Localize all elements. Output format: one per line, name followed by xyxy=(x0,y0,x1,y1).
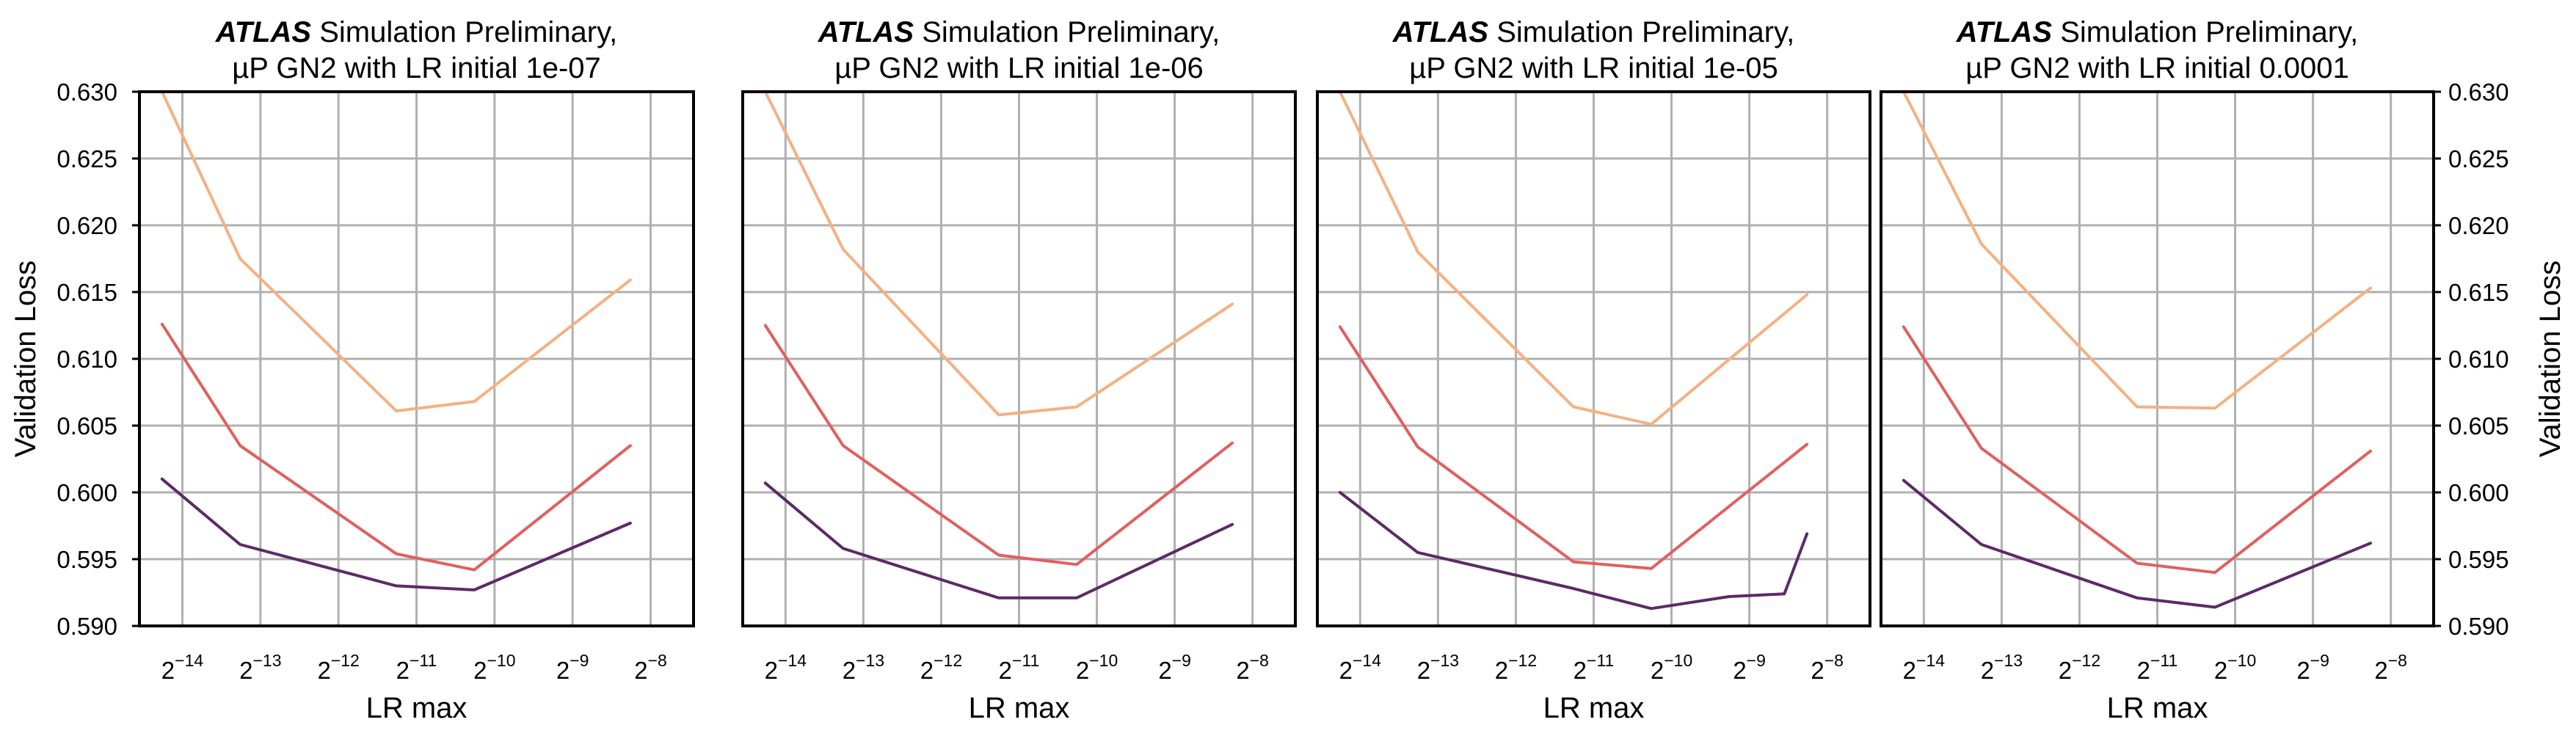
chart-title-line2: µP GN2 with LR initial 1e-05 xyxy=(1409,52,1778,84)
x-axis-label: LR max xyxy=(366,692,467,724)
y-tick-label: 0.630 xyxy=(57,79,117,106)
axes-frame xyxy=(741,90,1297,627)
x-tick-label: 2−9 xyxy=(1733,651,1766,684)
chart-title-line1: ATLAS Simulation Preliminary, xyxy=(1392,16,1795,48)
x-tick-label: 2−9 xyxy=(1158,651,1191,684)
x-tick-label: 2−13 xyxy=(239,651,281,684)
x-axis-label: LR max xyxy=(2107,692,2208,724)
chart-title-rest: Simulation Preliminary, xyxy=(914,16,1220,48)
chart-title-rest: Simulation Preliminary, xyxy=(2052,16,2358,48)
x-tick-label: 2−9 xyxy=(2296,651,2329,684)
x-tick-label: 2−8 xyxy=(634,651,667,684)
series-line-1 xyxy=(1902,92,2373,410)
x-tick-label: 2−13 xyxy=(843,651,884,684)
chart-panel-3: ATLAS Simulation Preliminary, µP GN2 with… xyxy=(1316,16,1871,724)
grid xyxy=(1881,90,2434,627)
x-axis-label: LR max xyxy=(969,692,1070,724)
y-tick-label: 0.595 xyxy=(57,546,117,573)
y-tick-label: 0.605 xyxy=(57,412,117,440)
x-axis-label: LR max xyxy=(1543,692,1645,724)
y-tick-label: 0.610 xyxy=(2448,346,2509,373)
x-tick-label: 2−12 xyxy=(317,651,359,684)
chart-title-rest: Simulation Preliminary, xyxy=(1488,16,1794,48)
series-line-2 xyxy=(763,324,1234,566)
y-tick-label: 0.600 xyxy=(57,479,117,506)
series-line-3 xyxy=(763,481,1234,600)
y-axis-label: Validation Loss xyxy=(2534,260,2566,457)
x-tick-label: 2−13 xyxy=(1417,651,1459,684)
y-tick-label: 0.620 xyxy=(2448,212,2509,239)
chart-panel-4: ATLAS Simulation Preliminary, µP GN2 with… xyxy=(1880,16,2566,724)
x-tick-label: 2−10 xyxy=(473,651,515,684)
x-tick-label: 2−14 xyxy=(161,651,204,684)
x-tick-label: 2−14 xyxy=(1339,651,1382,684)
y-tick-label: 0.625 xyxy=(57,145,117,172)
y-tick-label: 0.595 xyxy=(2448,546,2509,573)
chart-title-line1: ATLAS Simulation Preliminary, xyxy=(818,16,1220,48)
x-tick-label: 2−11 xyxy=(2137,651,2178,684)
grid xyxy=(743,90,1295,627)
y-tick-label: 0.605 xyxy=(2448,412,2509,440)
y-tick-label: 0.615 xyxy=(57,279,117,306)
series-line-2 xyxy=(1902,325,2373,575)
grid xyxy=(139,90,694,627)
y-axis-label: Validation Loss xyxy=(10,260,42,457)
chart-title-line2: µP GN2 with LR initial 1e-06 xyxy=(834,52,1204,84)
chart-title-line2: µP GN2 with LR initial 1e-07 xyxy=(232,52,601,84)
series-line-3 xyxy=(160,477,632,591)
x-tick-label: 2−12 xyxy=(920,651,962,684)
x-tick-label: 2−8 xyxy=(1811,651,1844,684)
x-tick-label: 2−11 xyxy=(396,651,437,684)
chart-title-line2: µP GN2 with LR initial 0.0001 xyxy=(1965,52,2349,84)
x-tick-label: 2−8 xyxy=(1236,651,1269,684)
y-tick-label: 0.610 xyxy=(57,346,117,373)
x-tick-label: 2−13 xyxy=(1981,651,2023,684)
chart-title-atlas: ATLAS xyxy=(1956,16,2053,48)
y-tick-label: 0.630 xyxy=(2448,79,2509,106)
series-line-3 xyxy=(1902,478,2373,609)
y-tick-label: 0.620 xyxy=(57,212,117,239)
series-line-2 xyxy=(1338,325,1809,570)
chart-title-atlas: ATLAS xyxy=(215,16,312,48)
series-line-1 xyxy=(160,92,632,412)
grid xyxy=(1317,90,1870,627)
series-line-1 xyxy=(1338,92,1809,426)
x-tick-label: 2−11 xyxy=(1573,651,1615,684)
x-tick-label: 2−14 xyxy=(1903,651,1946,684)
x-tick-label: 2−12 xyxy=(1495,651,1537,684)
chart-panel-2: ATLAS Simulation Preliminary, µP GN2 with… xyxy=(741,16,1297,724)
chart-title-atlas: ATLAS xyxy=(1392,16,1489,48)
x-tick-label: 2−10 xyxy=(1076,651,1118,684)
x-tick-label: 2−8 xyxy=(2374,651,2407,684)
y-tick-label: 0.590 xyxy=(57,613,117,640)
y-tick-label: 0.625 xyxy=(2448,145,2509,172)
y-tick-label: 0.600 xyxy=(2448,479,2509,506)
series-line-3 xyxy=(1338,491,1809,611)
y-tick-label: 0.615 xyxy=(2448,279,2509,306)
x-tick-label: 2−10 xyxy=(2214,651,2256,684)
chart-title-rest: Simulation Preliminary, xyxy=(311,16,617,48)
series-line-2 xyxy=(160,322,632,572)
x-tick-label: 2−12 xyxy=(2059,651,2100,684)
chart-title-line1: ATLAS Simulation Preliminary, xyxy=(215,16,618,48)
x-tick-label: 2−11 xyxy=(999,651,1040,684)
y-tick-label: 0.590 xyxy=(2448,613,2509,640)
chart-title-line1: ATLAS Simulation Preliminary, xyxy=(1956,16,2359,48)
series-line-1 xyxy=(763,92,1234,417)
chart-title-atlas: ATLAS xyxy=(818,16,914,48)
x-tick-label: 2−9 xyxy=(556,651,589,684)
axes-frame xyxy=(1316,90,1871,627)
x-tick-label: 2−14 xyxy=(765,651,807,684)
x-tick-label: 2−10 xyxy=(1651,651,1692,684)
chart-panel-1: ATLAS Simulation Preliminary, µP GN2 with… xyxy=(10,16,695,724)
